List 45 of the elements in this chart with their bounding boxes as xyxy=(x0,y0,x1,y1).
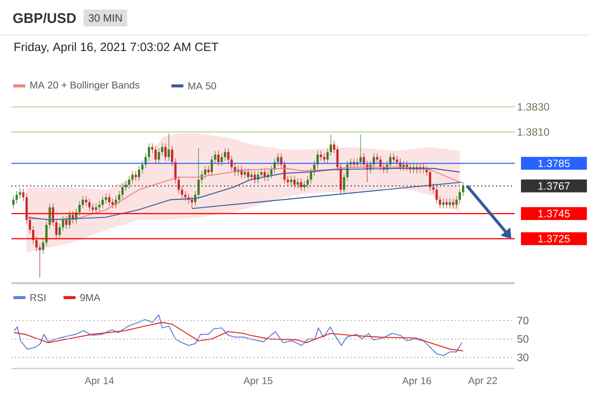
ref-line-label: 1.3830 xyxy=(518,102,550,110)
text: Apr 22 xyxy=(468,376,497,386)
text: Friday, April 16, 2021 7:03:02 AM CET xyxy=(14,42,218,54)
chart-subtitle: 30 MIN xyxy=(88,14,122,22)
candlestick xyxy=(134,170,137,181)
candlestick xyxy=(98,200,100,212)
ref-line-label: 30 xyxy=(517,353,528,361)
x-tick-label: Apr 14 xyxy=(84,376,114,386)
candlestick xyxy=(104,192,108,204)
candlestick xyxy=(220,152,223,166)
ref-line-label: 1.3767 xyxy=(538,182,570,190)
candlestick xyxy=(184,190,186,202)
legend-label: MA 50 xyxy=(188,82,216,90)
candlestick xyxy=(65,216,68,229)
ref-line-label: 1.3810 xyxy=(518,128,550,136)
ref-line-label: 1.3745 xyxy=(538,210,570,218)
candlestick xyxy=(452,198,454,209)
candlestick xyxy=(442,198,444,209)
x-tick-label: Apr 15 xyxy=(243,376,272,386)
candlestick xyxy=(290,175,292,186)
candlestick xyxy=(16,190,18,204)
candlestick xyxy=(296,178,299,189)
candlestick xyxy=(244,168,246,178)
candlestick xyxy=(210,155,213,176)
ref-line-label: 1.3725 xyxy=(538,234,570,242)
candlestick xyxy=(247,168,250,181)
ref-line-label: 1.3785 xyxy=(538,159,570,167)
legend-label: RSI xyxy=(30,294,46,301)
candlestick xyxy=(108,192,110,206)
candlestick xyxy=(168,132,170,161)
legend-label: MA 20 + Bollinger Bands xyxy=(30,81,140,90)
candlestick xyxy=(102,196,104,209)
candlestick xyxy=(161,142,164,156)
ref-line-label: 70 xyxy=(518,316,528,324)
chart-title: GBP/USD xyxy=(13,12,76,23)
legend-label: 9MA xyxy=(80,294,100,301)
candlestick xyxy=(264,168,266,181)
ref-line-label: 50 xyxy=(517,334,528,343)
candlestick xyxy=(204,165,206,178)
candlestick xyxy=(392,152,395,164)
candlestick xyxy=(227,148,230,164)
candlestick xyxy=(270,165,272,178)
candlestick xyxy=(22,188,24,202)
x-tick-label: Apr 16 xyxy=(402,376,432,386)
candlestick xyxy=(323,152,326,164)
